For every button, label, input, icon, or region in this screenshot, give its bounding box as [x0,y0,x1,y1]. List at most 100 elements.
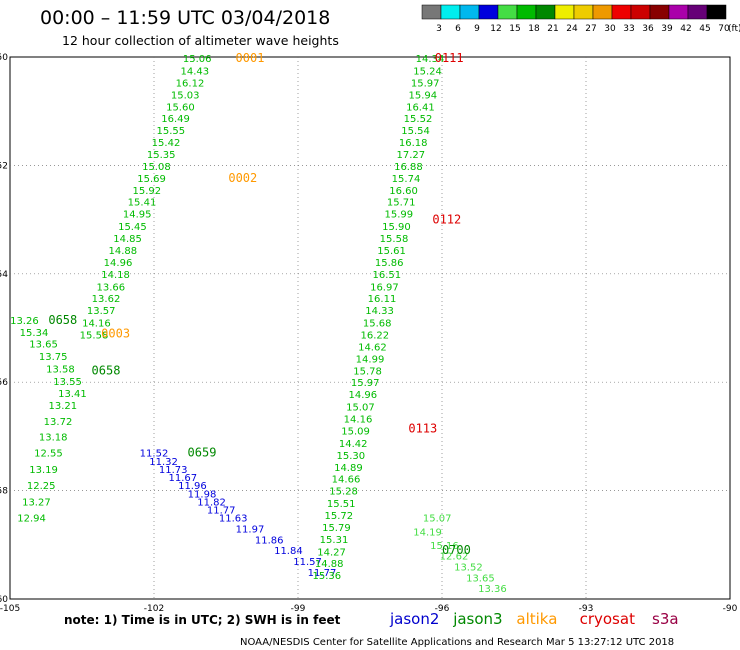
swh-value-jason3: 13.21 [48,401,77,412]
swh-value-altika: 15.60 [166,102,195,113]
swh-value-cryosat: 15.09 [341,426,370,437]
swh-value-altika: 15.06 [183,54,212,65]
colorbar-swatch [611,4,632,20]
x-tick-label: -90 [723,604,738,614]
swh-value-jason3: 13.27 [22,497,51,508]
swh-value-jason2: 11.86 [255,535,284,546]
time-label: 0658 [92,363,121,377]
colorbar-swatch [516,4,537,20]
swh-value-jason3: 12.55 [34,449,63,460]
satellite-cryosat: cryosat [580,610,635,628]
time-label: 0002 [228,171,257,185]
swh-value-jason3-b: 15.07 [423,514,452,525]
swh-value-cryosat: 14.62 [358,342,387,353]
plot-area: -105-102-99-96-93-90 -50-52-54-56-58-60 … [0,51,738,614]
time-label: 0003 [101,326,130,340]
swh-value-altika: 14.95 [123,210,152,221]
swh-value-cryosat: 15.51 [327,499,356,510]
swh-value-altika: 14.88 [108,246,137,257]
swh-value-jason3-b: 13.36 [478,584,507,595]
colorbar-swatch [459,4,480,20]
colorbar-label: 12 [490,24,501,34]
colorbar-label: 39 [661,24,673,34]
colorbar-swatch [497,4,518,20]
swh-value-cryosat: 14.96 [348,390,377,401]
swh-value-cryosat: 16.51 [372,270,401,281]
swh-value-cryosat: 14.99 [356,354,385,365]
time-label: 0113 [408,421,437,435]
chart-subtitle: 12 hour collection of altimeter wave hei… [62,33,339,48]
colorbar-label: 30 [604,24,616,34]
swh-value-cryosat: 16.18 [399,138,428,149]
swh-value-cryosat: 16.97 [370,282,399,293]
colorbar-label: 6 [455,24,461,34]
swh-value-jason2: 11.77 [207,506,236,517]
y-tick-label: -52 [0,161,8,171]
colorbar-label: 42 [680,24,691,34]
y-axis-ticks: -50 -52 -54 -56 -58 -60 [0,53,8,605]
swh-value-altika: 14.18 [101,270,130,281]
colorbar-label: 3 [436,24,442,34]
swh-value-cryosat: 15.31 [320,535,349,546]
colorbar-swatch [535,4,556,20]
colorbar-unit: (ft) [728,24,740,34]
swh-value-altika: 15.35 [147,150,176,161]
swh-value-jason2: 11.82 [197,497,226,508]
colorbar-label: 27 [585,24,596,34]
colorbar-label: 45 [699,24,710,34]
swh-value-cryosat: 14.89 [334,463,363,474]
swh-value-cryosat: 15.61 [377,246,406,257]
swh-value-jason2: 11.67 [168,473,197,484]
swh-value-jason2: 11.84 [274,546,303,557]
swh-value-jason3: 13.55 [53,377,82,388]
swh-value-jason2: 11.32 [149,457,178,468]
swh-value-cryosat: 15.74 [392,174,421,185]
grid [10,57,730,599]
x-tick-label: -96 [435,604,450,614]
swh-value-jason3: 13.26 [10,316,39,327]
colorbar-swatch [440,4,461,20]
colorbar-swatch [573,4,594,20]
swh-value-cryosat: 15.97 [351,378,380,389]
swh-value-jason3: 13.58 [46,365,75,376]
swh-value-jason3: 13.72 [44,417,73,428]
colorbar-swatch [649,4,670,20]
swh-value-cryosat: 15.86 [375,258,404,269]
satellite-s3a: s3a [652,610,679,628]
swh-value-cryosat: 14.16 [344,415,373,426]
swh-value-altika: 15.58 [80,331,109,342]
colorbar-swatch [554,4,575,20]
swh-value-cryosat: 14.66 [332,475,361,486]
footer-note: note: 1) Time is in UTC; 2) SWH is in fe… [64,613,341,627]
swh-value-cryosat: 14.88 [315,559,344,570]
swh-value-cryosat: 16.41 [406,102,435,113]
swh-value-cryosat: 14.33 [365,306,394,317]
swh-value-cryosat: 15.28 [329,487,358,498]
swh-value-cryosat: 15.68 [363,319,392,330]
y-tick-label: -50 [0,53,8,63]
swh-value-jason3-b: 13.65 [466,573,495,584]
time-labels: 0001 0002 0003 0658 0658 0659 0111 0112 0113 0700 [48,51,471,557]
swh-value-jason3: 15.34 [20,328,49,339]
swh-value-jason3: 12.25 [27,481,56,492]
swh-value-altika: 15.42 [152,138,181,149]
swh-value-jason2: 11.97 [236,525,265,536]
swh-value-altika: 14.43 [180,67,209,78]
time-label: 0659 [188,446,217,460]
swh-value-altika: 13.57 [87,306,116,317]
colorbar-swatch [668,4,689,20]
swh-value-altika: 13.66 [96,282,125,293]
swh-value-jason3-b: 14.19 [413,527,442,538]
satellite-altika: altika [516,610,557,628]
colorbar-label: 70 [718,24,730,34]
time-label: 0001 [236,51,265,65]
satellite-jason3: jason3 [452,610,502,628]
colorbar-swatch [706,4,727,20]
swh-value-cryosat: 15.97 [411,78,440,89]
y-tick-label: -54 [0,270,8,280]
swh-value-jason3-b: 12.62 [440,552,469,563]
colorbar-label: 18 [528,24,540,34]
y-tick-label: -56 [0,378,8,388]
